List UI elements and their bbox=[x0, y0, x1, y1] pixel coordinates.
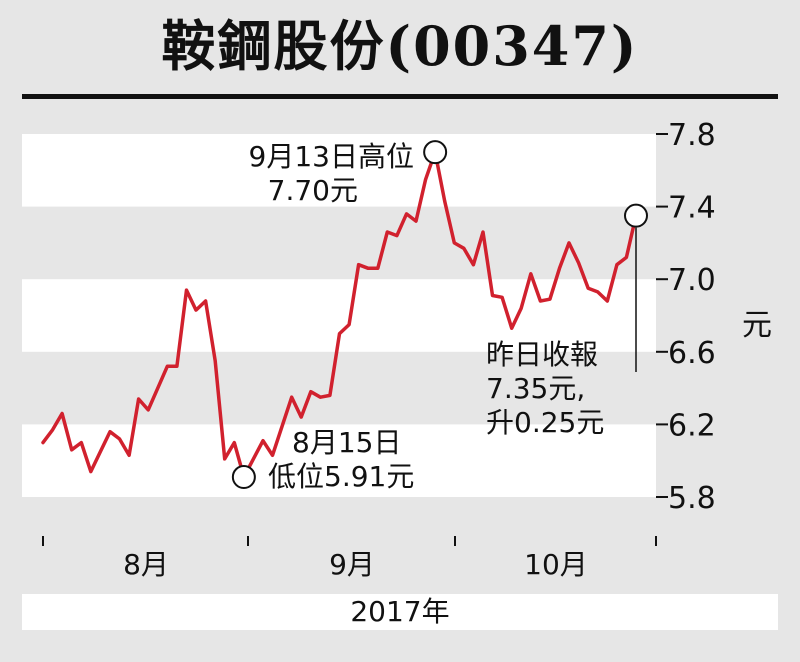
band-0 bbox=[22, 134, 656, 207]
y-tick-label-0: 5.8 bbox=[668, 481, 716, 516]
low-marker bbox=[231, 465, 256, 490]
close-annotation-line1: 昨日收報 bbox=[486, 338, 599, 371]
highlight-markers bbox=[231, 140, 648, 490]
x-tick-label-2: 10月 bbox=[524, 548, 588, 581]
x-tick-label-1: 9月 bbox=[329, 548, 375, 581]
y-axis: 5.8 6.2 6.6 7.0 7.4 7.8 bbox=[656, 118, 716, 516]
high-marker bbox=[423, 140, 448, 165]
band-2 bbox=[22, 424, 656, 497]
low-annotation: 8月15日 低位5.91元 bbox=[268, 426, 414, 494]
high-annotation: 9月13日高位 7.70元 bbox=[208, 140, 414, 208]
background-bands bbox=[22, 134, 656, 497]
close-annotation-line2: 7.35元, bbox=[486, 372, 586, 405]
y-tick-label-2: 6.6 bbox=[668, 336, 716, 371]
x-tick-label-0: 8月 bbox=[123, 548, 169, 581]
close-marker bbox=[624, 203, 648, 228]
price-line bbox=[41, 150, 638, 479]
unit-label: 元 bbox=[742, 308, 772, 343]
x-axis: 8月 9月 10月 bbox=[42, 536, 657, 581]
y-tick-label-3: 7.0 bbox=[668, 263, 716, 298]
high-annotation-line1: 9月13日高位 bbox=[248, 140, 414, 173]
close-annotation: 昨日收報 7.35元, 升0.25元 bbox=[486, 338, 604, 440]
y-tick-label-4: 7.4 bbox=[668, 191, 716, 226]
title-divider bbox=[22, 94, 778, 99]
year-label: 2017年 bbox=[22, 594, 778, 630]
y-tick-label-1: 6.2 bbox=[668, 408, 716, 443]
chart-title: 鞍鋼股份(00347) bbox=[161, 14, 639, 78]
y-tick-label-5: 7.8 bbox=[668, 118, 716, 153]
close-annotation-line3: 升0.25元 bbox=[486, 406, 605, 439]
high-annotation-line2: 7.70元 bbox=[267, 174, 358, 207]
low-annotation-line1: 8月15日 bbox=[292, 426, 402, 459]
price-series bbox=[41, 150, 638, 479]
low-annotation-line2: 低位5.91元 bbox=[268, 460, 415, 493]
